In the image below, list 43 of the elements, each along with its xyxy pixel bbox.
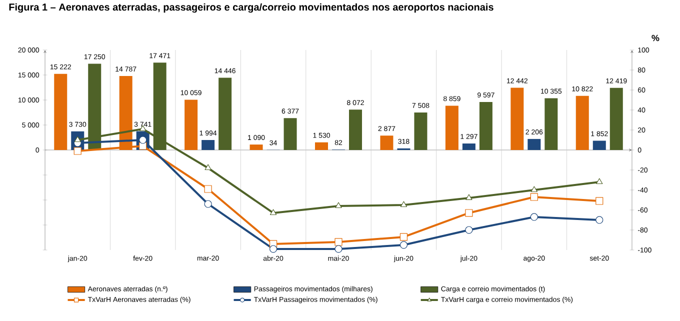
point <box>530 186 538 192</box>
bar <box>250 144 263 150</box>
bar <box>284 118 297 150</box>
point <box>596 178 603 184</box>
point <box>466 194 472 200</box>
point <box>204 185 212 193</box>
chart-title: Figura 1 – Aeronaves aterradas, passageiros e carga/correio movimentados nos aeroportos nacionais <box>9 3 494 13</box>
bar <box>202 140 215 150</box>
bar <box>610 88 623 150</box>
bar <box>349 110 362 150</box>
point <box>270 209 277 216</box>
bar <box>479 102 492 150</box>
point <box>335 202 342 208</box>
point <box>334 238 342 246</box>
point <box>74 147 82 155</box>
point <box>204 200 212 208</box>
point <box>400 241 408 249</box>
bar <box>218 78 232 150</box>
point <box>530 193 538 201</box>
bar <box>528 138 541 150</box>
point <box>596 216 604 224</box>
point <box>139 142 147 150</box>
point <box>400 233 408 241</box>
bar <box>414 112 428 150</box>
point <box>334 245 342 253</box>
point <box>204 164 212 170</box>
bar <box>544 98 558 150</box>
bar <box>592 140 606 150</box>
point <box>530 213 538 221</box>
point <box>465 209 473 217</box>
point <box>400 201 408 208</box>
point <box>596 197 604 205</box>
bar <box>315 142 328 150</box>
bar <box>576 96 589 150</box>
point <box>269 245 278 253</box>
bar <box>380 136 394 150</box>
bar <box>184 100 198 150</box>
bar <box>54 74 68 150</box>
bar <box>462 144 476 150</box>
bar <box>510 88 524 150</box>
point <box>465 226 473 234</box>
bar <box>445 106 458 150</box>
y2-axis-title: % <box>652 34 660 42</box>
